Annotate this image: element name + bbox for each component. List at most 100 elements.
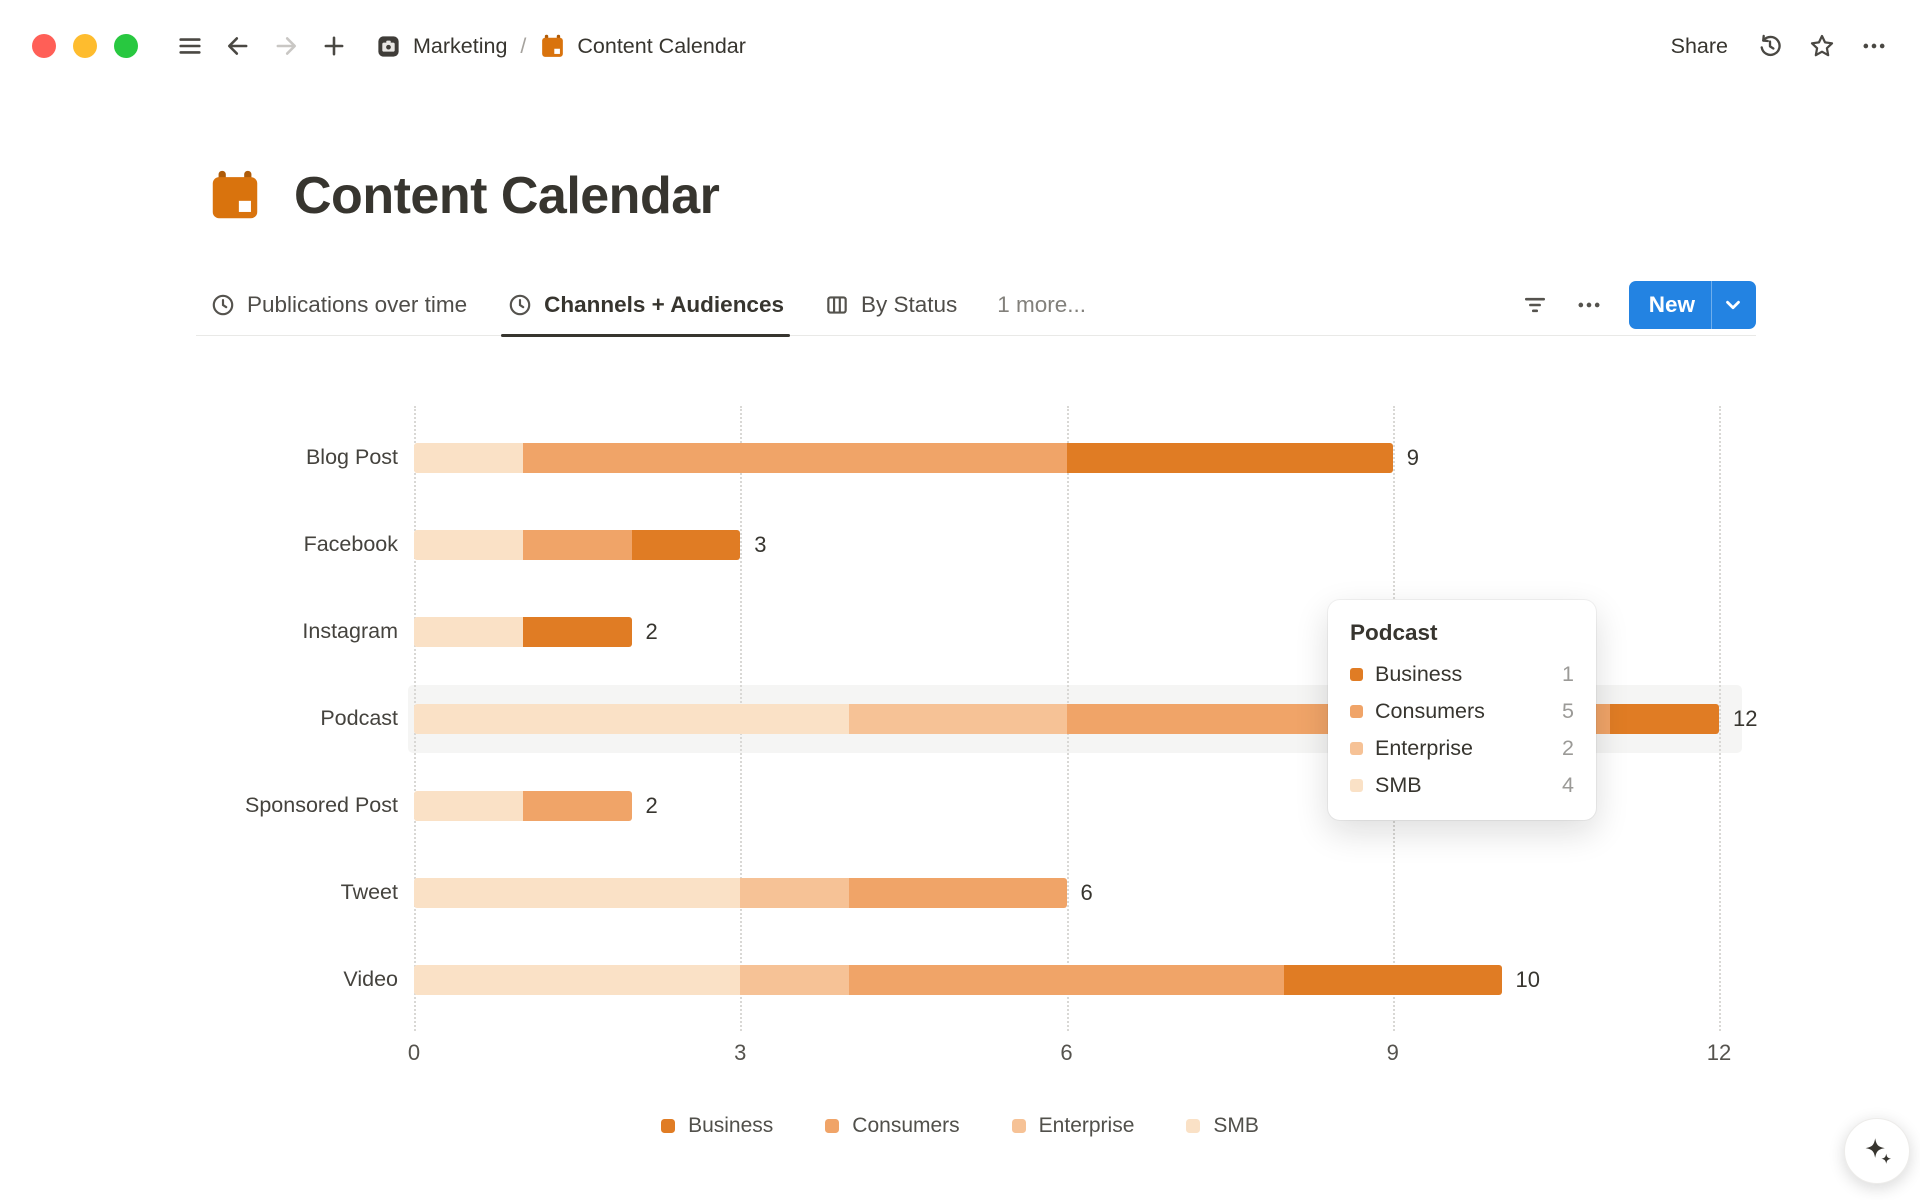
tooltip-series-label: Consumers — [1375, 699, 1485, 723]
new-button[interactable]: New — [1628, 280, 1756, 329]
legend-label: Business — [688, 1114, 774, 1137]
chart-tooltip: Podcast Business 1 Consumers 5 Enterprise 2 SM… — [1328, 600, 1596, 820]
view-actions: New — [1511, 280, 1756, 329]
legend-label: Consumers — [852, 1114, 960, 1137]
clock-icon — [507, 292, 533, 318]
bar-value-label: 10 — [1515, 966, 1540, 992]
bar-segment-smb[interactable] — [414, 790, 523, 821]
tab-channels-audiences[interactable]: Channels + Audiences — [501, 274, 790, 337]
legend-swatch — [1011, 1119, 1026, 1133]
bar-segment-smb[interactable] — [414, 442, 523, 473]
more-options-icon[interactable] — [1850, 22, 1898, 70]
bar-value-label: 3 — [754, 531, 767, 557]
new-page-icon[interactable] — [310, 22, 358, 70]
calendar-icon — [539, 33, 566, 60]
bar-segment-enterprise[interactable] — [849, 703, 1067, 734]
category-label: Podcast — [320, 706, 398, 730]
bar-segment-smb[interactable] — [414, 703, 849, 734]
category-label: Blog Post — [305, 445, 398, 469]
zoom-window-button[interactable] — [114, 34, 138, 58]
filter-icon[interactable] — [1511, 281, 1559, 329]
chart-row-tweet: Tweet 6 — [0, 849, 1920, 936]
chevron-down-icon[interactable] — [1711, 280, 1756, 329]
tab-by-status[interactable]: By Status — [824, 274, 957, 335]
bar-stack — [414, 964, 1502, 995]
bar-segment-consumers[interactable] — [522, 790, 632, 821]
bar-segment-consumers[interactable] — [522, 529, 632, 560]
bar-stack — [414, 442, 1393, 473]
chart-row-facebook: Facebook 3 — [0, 501, 1920, 588]
legend-swatch — [661, 1119, 676, 1133]
board-icon — [824, 292, 850, 318]
tab-publications-over-time[interactable]: Publications over time — [210, 274, 467, 335]
category-label: Sponsored Post — [245, 793, 398, 817]
bar-segment-business[interactable] — [1284, 964, 1502, 995]
stacked-bar-chart: Blog Post 9 Facebook 3 Instagram 2 Podcast 12 Sp… — [0, 406, 1920, 1031]
bar-segment-smb[interactable] — [414, 616, 523, 647]
legend-item-consumers: Consumers — [825, 1114, 960, 1138]
category-label: Tweet — [340, 880, 398, 904]
breadcrumb-page-label: Content Calendar — [577, 33, 746, 58]
bar-segment-business[interactable] — [522, 616, 632, 647]
sparkle-icon — [1865, 1138, 1892, 1164]
bar-segment-business[interactable] — [631, 529, 741, 560]
legend-item-smb: SMB — [1186, 1114, 1259, 1138]
forward-icon[interactable] — [262, 22, 310, 70]
clock-icon — [210, 292, 236, 318]
tooltip-row-smb: SMB 4 — [1350, 767, 1574, 804]
bar-stack — [414, 790, 632, 821]
favorite-star-icon[interactable] — [1798, 22, 1846, 70]
bar-segment-consumers[interactable] — [522, 442, 1067, 473]
tooltip-swatch — [1350, 705, 1363, 718]
tooltip-swatch — [1350, 742, 1363, 755]
ai-assistant-button[interactable] — [1844, 1118, 1910, 1184]
bar-segment-enterprise[interactable] — [740, 877, 849, 908]
breadcrumb-page[interactable]: Content Calendar — [530, 28, 755, 65]
share-button[interactable]: Share — [1657, 26, 1742, 67]
page-title[interactable]: Content Calendar — [294, 167, 720, 225]
x-axis-tick-label: 12 — [1706, 1040, 1732, 1065]
tooltip-series-label: SMB — [1375, 773, 1422, 797]
tab-1-more[interactable]: 1 more... — [997, 274, 1086, 335]
bar-segment-business[interactable] — [1066, 442, 1393, 473]
x-axis-tick-label: 0 — [407, 1040, 421, 1065]
bar-segment-consumers[interactable] — [849, 964, 1284, 995]
back-icon[interactable] — [214, 22, 262, 70]
sidebar-menu-icon[interactable] — [166, 22, 214, 70]
history-icon[interactable] — [1746, 22, 1794, 70]
chart-row-sponsored-post: Sponsored Post 2 — [0, 762, 1920, 849]
bar-segment-consumers[interactable] — [849, 877, 1067, 908]
chart-row-podcast: Podcast 12 — [0, 675, 1920, 762]
breadcrumb-separator: / — [520, 33, 527, 58]
tooltip-swatch — [1350, 779, 1363, 792]
new-button-label: New — [1648, 291, 1695, 317]
legend-swatch — [825, 1119, 840, 1133]
minimize-window-button[interactable] — [73, 34, 97, 58]
chart-legend: Business Consumers Enterprise SMB — [0, 1114, 1920, 1138]
bar-segment-business[interactable] — [1610, 703, 1719, 734]
top-bar: Marketing / Content Calendar Share — [0, 0, 1920, 92]
tooltip-series-value: 5 — [1562, 699, 1574, 723]
bar-stack — [414, 616, 632, 647]
x-axis-tick-label: 6 — [1060, 1040, 1073, 1065]
tab-label: Channels + Audiences — [544, 291, 784, 317]
bar-value-label: 6 — [1080, 879, 1093, 905]
tooltip-title: Podcast — [1350, 620, 1438, 645]
view-more-icon[interactable] — [1565, 281, 1613, 329]
tab-label: Publications over time — [247, 291, 468, 317]
chart-row-instagram: Instagram 2 — [0, 588, 1920, 675]
bar-stack — [414, 529, 741, 560]
bar-segment-smb[interactable] — [414, 964, 741, 995]
bar-segment-smb[interactable] — [414, 529, 523, 560]
tab-label: By Status — [860, 291, 958, 317]
page-icon-calendar[interactable] — [206, 167, 264, 225]
bar-stack — [414, 877, 1067, 908]
bar-segment-enterprise[interactable] — [740, 964, 849, 995]
x-axis-tick-label: 9 — [1386, 1040, 1399, 1065]
tab-label: 1 more... — [997, 291, 1087, 317]
view-tabs: Publications over time Channels + Audienc… — [196, 274, 1086, 337]
bar-segment-smb[interactable] — [414, 877, 741, 908]
close-window-button[interactable] — [32, 34, 56, 58]
breadcrumb-workspace[interactable]: Marketing — [366, 28, 516, 65]
